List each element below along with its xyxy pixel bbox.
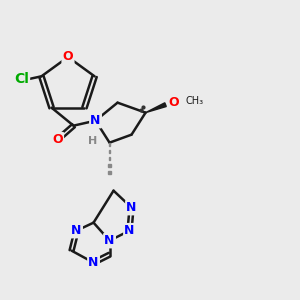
Text: N: N <box>88 256 99 269</box>
Text: CH₃: CH₃ <box>185 96 204 106</box>
Text: N: N <box>71 224 82 237</box>
Text: O: O <box>63 50 73 64</box>
Text: N: N <box>124 224 135 237</box>
Text: O: O <box>168 96 179 109</box>
Polygon shape <box>108 164 111 167</box>
Text: N: N <box>104 234 115 247</box>
Text: N: N <box>90 114 101 127</box>
Polygon shape <box>108 171 111 174</box>
Text: N: N <box>126 201 137 214</box>
Text: H: H <box>88 136 98 146</box>
Text: O: O <box>52 133 63 146</box>
Text: Cl: Cl <box>14 72 29 86</box>
Polygon shape <box>109 157 110 160</box>
Polygon shape <box>146 103 166 113</box>
Polygon shape <box>109 150 110 153</box>
